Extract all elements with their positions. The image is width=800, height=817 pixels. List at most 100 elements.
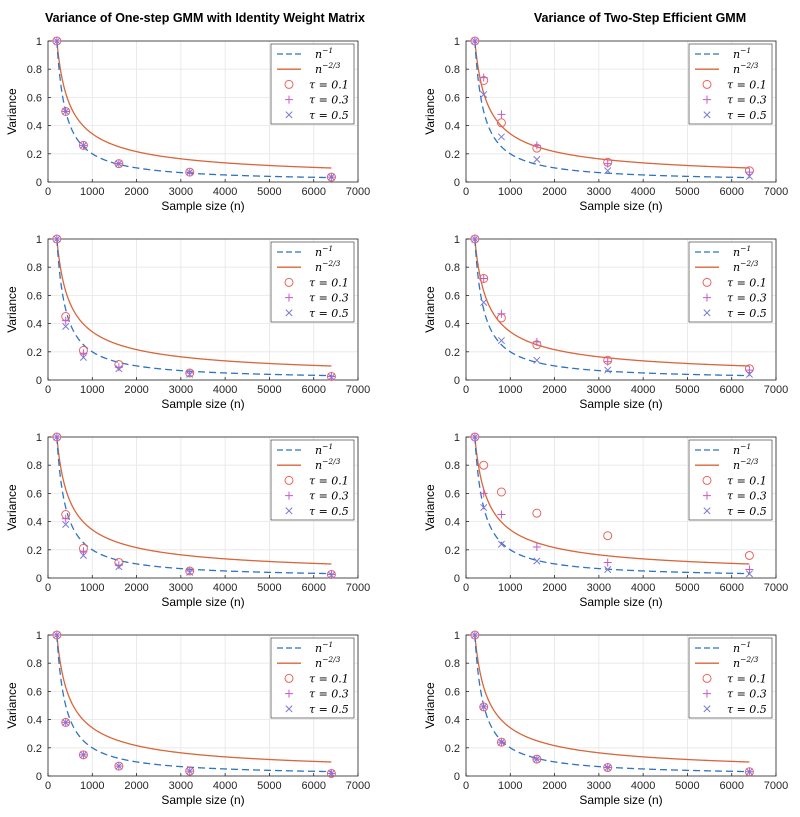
legend-label-tau01: τ = 0.1 [309,672,349,685]
x-tick-label: 6000 [719,186,743,198]
x-tick-label: 7000 [764,582,788,594]
legend-swatch-tau03 [703,95,711,104]
y-tick-label: 0.4 [445,517,460,529]
data-point-tau03 [603,357,612,366]
axes-box [47,40,359,183]
data-point-tau05 [745,370,753,378]
data-point-tau03 [603,159,612,168]
data-point-tau05 [533,356,541,364]
y-tick-label: 0.4 [445,715,460,727]
y-tick-label: 0 [454,177,460,189]
y-tick-label: 0.6 [445,92,460,104]
panel-row3-left: 0 1000 2000 3000 4000 5000 6000 7000 0 0.2 0.4 0.6 0… [5,432,370,609]
n-neg23-curve [56,238,332,367]
legend-label-tau03: τ = 0.3 [727,292,767,305]
data-point-tau03 [114,363,123,372]
x-tick-label: 4000 [213,186,237,198]
data-point-tau03 [79,349,88,358]
y-tick-label: 0 [454,375,460,387]
data-point-tau03 [497,309,506,318]
n-neg23-curve [56,40,332,169]
legend-swatch-tau03 [703,689,711,698]
data-point-tau05 [53,235,61,243]
x-tick-label: 5000 [675,780,699,792]
legend-swatch-tau01 [702,475,712,485]
x-axis-label: Sample size (n) [579,397,662,411]
y-tick-label: 0.4 [27,517,42,529]
legend-label-tau05: τ = 0.5 [309,109,349,122]
data-point-tau01 [496,118,506,128]
n-neg23-curve [56,634,332,763]
data-point-tau05 [533,755,541,763]
x-tick-label: 2000 [124,582,148,594]
x-tick-label: 1000 [498,186,522,198]
x-tick-label: 4000 [631,780,655,792]
legend: n−1n−2/3τ = 0.1τ = 0.3τ = 0.5 [270,43,355,125]
data-point-tau05 [115,160,123,168]
data-point-tau03 [532,542,541,551]
x-tick-label: 0 [45,384,51,396]
panel-row1-left: 0 1000 2000 3000 4000 5000 6000 7000 0 0.2 0.4 0.6 0… [5,36,370,213]
x-axis-label: Sample size (n) [161,595,244,609]
legend-label-tau03: τ = 0.3 [309,490,349,503]
data-point-tau05 [53,631,61,639]
data-point-tau05 [471,235,479,243]
legend-swatch-tau05 [703,111,711,119]
y-axis-label: Variance [5,286,19,333]
data-point-tau05 [62,520,70,528]
data-point-tau03 [79,547,88,556]
x-tick-label: 1000 [80,186,104,198]
data-point-tau03 [745,366,754,375]
data-point-tau05 [604,565,612,574]
y-tick-label: 0.8 [27,64,42,76]
axes-box [465,238,777,381]
x-tick-label: 3000 [587,186,611,198]
x-axis-label: Sample size (n) [579,199,662,213]
data-point-tau03 [185,368,194,377]
n-neg23-curve [474,238,750,367]
legend-swatch-tau05 [285,507,293,515]
x-tick-label: 5000 [675,186,699,198]
data-point-tau01 [532,508,542,518]
legend-label-tau05: τ = 0.5 [309,703,349,716]
data-point-tau05 [497,540,505,548]
data-point-tau05 [745,172,753,180]
n-neg23-curve [474,40,750,169]
data-point-tau05 [480,298,488,307]
x-tick-label: 6000 [719,582,743,594]
data-point-tau05 [79,551,87,559]
y-tick-label: 0 [454,771,460,783]
legend-swatch-tau05 [285,309,293,317]
legend-label-tau03: τ = 0.3 [727,490,767,503]
data-point-tau05 [327,769,335,778]
legend-swatch-tau03 [703,491,711,500]
legend-swatch-tau01 [284,673,294,683]
x-tick-label: 1000 [498,384,522,396]
n-inv-curve [474,40,750,179]
x-tick-label: 3000 [169,780,193,792]
y-tick-label: 0.4 [445,121,460,133]
panel-row4-right: 0 1000 2000 3000 4000 5000 6000 7000 0 0.2 0.4 0.6 0… [423,630,788,807]
data-point-tau05 [604,167,612,175]
y-axis-label: Variance [423,286,437,333]
x-tick-label: 6000 [719,384,743,396]
legend-swatch-tau01 [284,79,294,89]
x-tick-label: 5000 [675,582,699,594]
data-point-tau05 [497,738,505,746]
n-neg23-curve [56,436,332,565]
y-tick-label: 0.6 [445,686,460,698]
x-tick-label: 3000 [169,384,193,396]
legend-swatch-tau01 [702,673,712,683]
n-inv-curve [56,40,332,179]
data-point-tau05 [115,563,123,571]
x-tick-label: 2000 [124,384,148,396]
legend-swatch-tau03 [285,689,293,698]
data-point-tau03 [603,558,612,567]
x-tick-label: 6000 [301,582,325,594]
data-point-tau05 [533,557,541,565]
data-point-tau05 [186,370,194,378]
legend-swatch-tau05 [285,111,293,119]
y-tick-label: 0.8 [445,64,460,76]
x-tick-label: 3000 [169,582,193,594]
